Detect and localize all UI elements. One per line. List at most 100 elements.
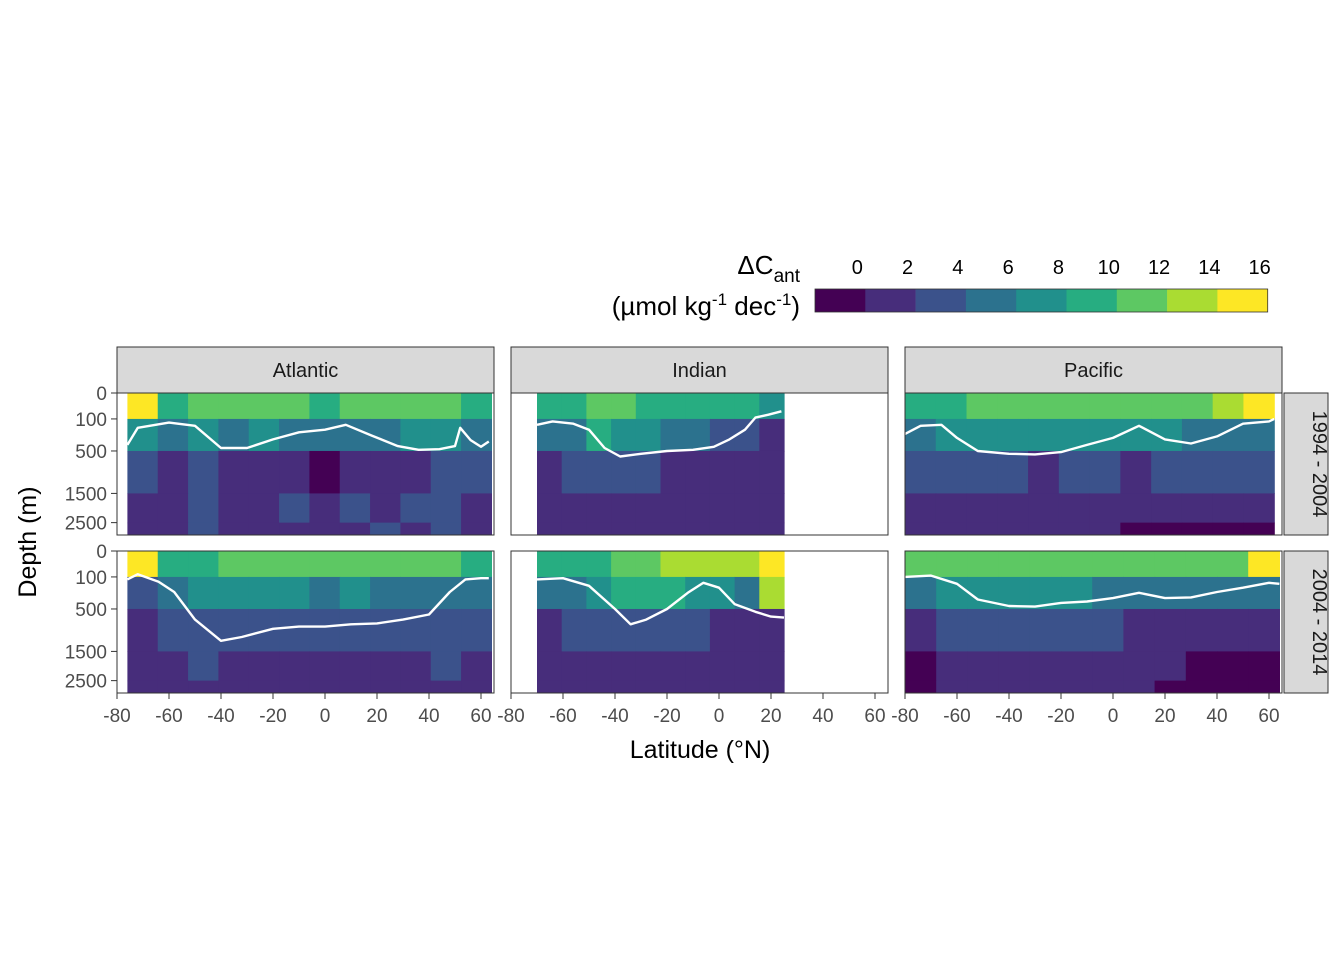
section-cell — [611, 608, 637, 653]
x-tick-label: 0 — [320, 706, 331, 727]
column-strip-label: Pacific — [1064, 360, 1123, 382]
section-cell — [248, 522, 280, 535]
section-cell — [635, 450, 662, 495]
section-cells — [537, 393, 785, 535]
section-cell — [1028, 450, 1060, 495]
panel-border — [510, 550, 889, 694]
section-cell — [1058, 450, 1091, 495]
section-cell — [279, 608, 310, 653]
legend-swatch — [1167, 289, 1218, 312]
section-cell — [218, 418, 250, 452]
section-cell — [309, 493, 341, 524]
section-cell — [127, 651, 159, 682]
legend-tick-label: 0 — [852, 257, 863, 279]
section-cell — [248, 393, 280, 420]
section-cell — [127, 393, 159, 420]
section-cell — [936, 608, 968, 653]
section-cell — [370, 551, 401, 578]
section-cell — [734, 522, 760, 535]
section-cell — [611, 450, 637, 495]
section-cell — [709, 608, 736, 653]
section-cell — [935, 393, 968, 420]
section-cell — [1151, 522, 1183, 535]
section-cell — [461, 680, 492, 693]
section-cell — [660, 450, 686, 495]
section-cell — [1092, 576, 1124, 610]
section-cell — [1243, 493, 1275, 524]
section-cell — [1029, 551, 1062, 578]
section-cell — [430, 651, 462, 682]
y-tick-label: 500 — [75, 600, 107, 621]
section-cell — [1248, 608, 1280, 653]
section-cell — [685, 680, 711, 693]
section-cell — [127, 493, 159, 524]
section-cell — [685, 651, 711, 682]
section-cell — [188, 651, 219, 682]
section-cell — [157, 608, 189, 653]
section-cells — [905, 393, 1275, 535]
row-strip-label: 2004 - 2014 — [1308, 569, 1330, 676]
section-cell — [1092, 651, 1124, 682]
section-cell — [248, 680, 280, 693]
section-cell — [370, 393, 401, 420]
legend-title-units: (µmol kg-1 dec-1) — [612, 290, 800, 321]
section-cell — [279, 680, 310, 693]
section-cell — [127, 608, 159, 653]
section-cell — [309, 551, 341, 578]
section-cell — [339, 576, 371, 610]
section-cell — [611, 576, 637, 610]
legend-tick-labels: 0 2 4 6 8 10 12 14 16 — [852, 257, 1271, 279]
section-cell — [430, 493, 462, 524]
section-cell — [188, 493, 219, 524]
section-cell — [685, 493, 711, 524]
panel-atlantic-2 — [116, 550, 495, 694]
row-strip — [1283, 392, 1329, 536]
legend-swatch — [1116, 289, 1168, 312]
section-cell — [611, 393, 637, 420]
section-cell — [400, 551, 432, 578]
section-cell — [1185, 551, 1218, 578]
section-cell — [635, 576, 662, 610]
section-cell — [430, 522, 462, 535]
section-cell — [248, 450, 280, 495]
section-cell — [759, 651, 785, 682]
section-cell — [188, 393, 219, 420]
section-cell — [1061, 651, 1093, 682]
section-cell — [1185, 608, 1218, 653]
row-strip — [1283, 550, 1329, 694]
x-tick-label: 60 — [864, 706, 885, 727]
x-tick-label: -40 — [995, 706, 1022, 727]
section-cell — [1181, 522, 1214, 535]
section-cell — [157, 680, 189, 693]
section-cell — [1029, 608, 1062, 653]
section-cell — [759, 680, 785, 693]
section-cell — [370, 651, 401, 682]
section-cell — [709, 680, 736, 693]
section-cell — [966, 393, 998, 420]
column-strip-label: Indian — [672, 360, 727, 382]
x-tick-label: 20 — [760, 706, 781, 727]
section-cell — [685, 522, 711, 535]
legend-tick-label: 8 — [1053, 257, 1064, 279]
section-cell — [218, 576, 250, 610]
section-cell — [635, 651, 662, 682]
x-tick-label: -20 — [1047, 706, 1074, 727]
column-strip — [904, 346, 1283, 394]
legend-swatch — [1016, 289, 1067, 312]
section-cell — [997, 418, 1029, 452]
x-tick-label: 20 — [1154, 706, 1175, 727]
section-cell — [339, 522, 371, 535]
section-cell — [1089, 393, 1121, 420]
section-cell — [339, 608, 371, 653]
section-cell — [1120, 393, 1152, 420]
section-cell — [936, 651, 968, 682]
section-cell — [1120, 522, 1152, 535]
section-cell — [218, 608, 250, 653]
section-cell — [935, 450, 968, 495]
section-cell — [248, 576, 280, 610]
section-cell — [586, 651, 612, 682]
section-cell — [400, 680, 432, 693]
section-cell — [1248, 651, 1280, 682]
x-tick-label: 0 — [1108, 706, 1119, 727]
x-tick-label: -80 — [103, 706, 130, 727]
